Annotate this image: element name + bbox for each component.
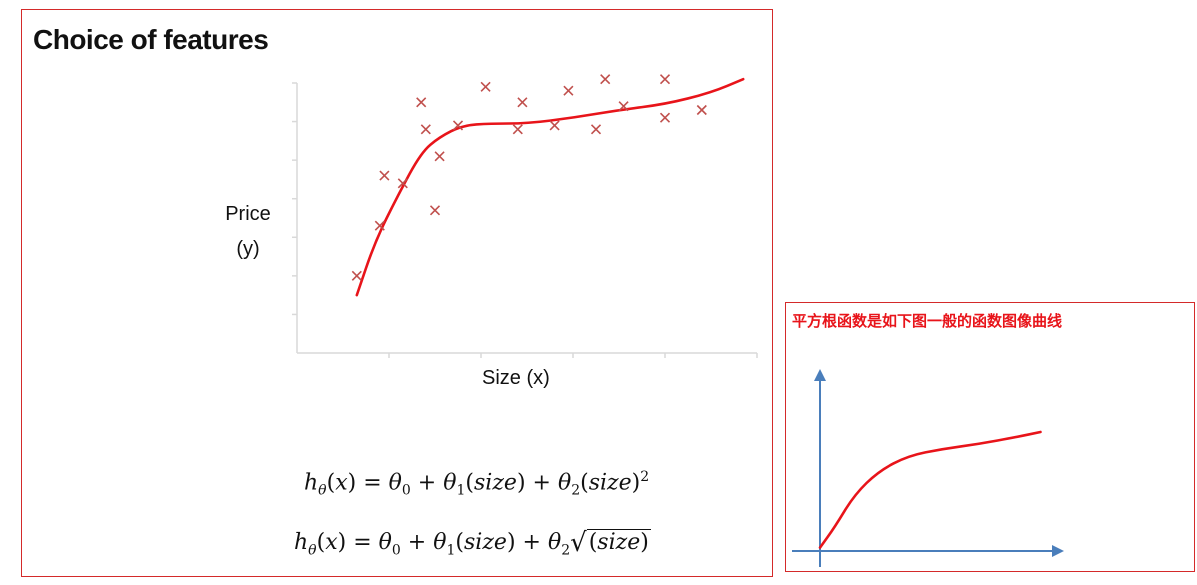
data-point-stroke [696,104,707,116]
data-point-stroke [420,124,431,135]
data-point-stroke [480,81,491,92]
data-point [696,104,707,116]
left-figure-panel: Choice of features Price (y) Size (x) hθ… [21,9,773,577]
data-point [659,112,671,123]
data-point [416,97,427,108]
data-point [618,101,629,112]
data-point-stroke [618,101,629,112]
sqrt-curve-chart [792,369,1064,567]
data-point-stroke [549,120,560,131]
data-point-stroke [600,74,611,85]
data-point [659,74,671,85]
hypothesis-formula-sqrt: hθ(x) = θ0 + θ1(size) + θ2√(size) [294,528,651,559]
sqrt-caption: 平方根函数是如下图一般的函数图像曲线 [792,312,1063,330]
data-point [563,85,574,96]
data-point-stroke [374,220,385,231]
data-point-stroke [659,112,671,123]
data-point-stroke [512,124,523,135]
data-point-stroke [452,120,464,131]
data-point [434,151,445,162]
hypothesis-formula-quadratic: hθ(x) = θ0 + θ1(size) + θ2(size)2 [304,469,650,499]
data-point-stroke [429,205,441,216]
data-point [517,97,528,108]
y-axis-label-line2: (y) [236,238,260,260]
y-axis-label-line1: Price [225,203,271,225]
x-axis-arrowhead [1052,545,1064,557]
data-point [480,81,491,92]
data-point [397,178,408,189]
data-point-stroke [517,97,528,108]
data-point [420,124,431,135]
data-point [374,220,385,231]
y-axis-arrowhead [814,369,826,381]
data-point [590,124,602,135]
data-point-stroke [379,170,390,181]
scatter-plot [292,74,758,358]
data-point-stroke [590,124,602,135]
data-point-stroke [434,151,445,162]
data-point-stroke [659,74,671,85]
data-point-stroke [416,97,427,108]
fit-curve [355,77,745,297]
data-point [549,120,560,131]
data-point-stroke [397,178,408,189]
chart-title: Choice of features [33,24,269,55]
x-axis-label: Size (x) [482,367,550,389]
data-point-stroke [351,270,362,281]
sqrt-curve [818,430,1042,549]
data-point [452,120,464,131]
data-point [379,170,390,181]
data-point [600,74,611,85]
right-figure-panel: 平方根函数是如下图一般的函数图像曲线 [785,302,1195,572]
data-point [512,124,523,135]
data-point-stroke [563,85,574,96]
data-point [351,270,362,281]
data-point [429,205,441,216]
